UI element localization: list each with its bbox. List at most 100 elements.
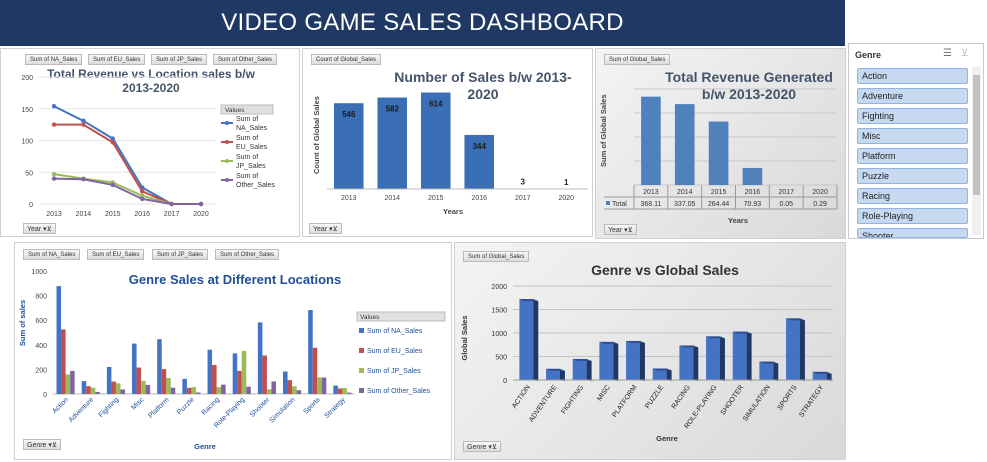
genre-filter-button[interactable]: Genre ▾⊻ <box>23 439 62 450</box>
y-axis-title: Global Sales <box>460 315 469 360</box>
bar-2015 <box>708 121 729 185</box>
x-tick-label: Puzzle <box>176 396 196 416</box>
bar-role-playing-sum-of-jp-sales <box>241 350 247 394</box>
bar-front-racing <box>679 345 694 380</box>
bar-front-adventure <box>546 368 560 380</box>
field-button-sum-global[interactable]: Sum of Global_Sales <box>604 54 671 65</box>
bar-racing-sum-of-other-sales <box>221 384 226 394</box>
slicer-item-puzzle[interactable]: Puzzle <box>857 168 968 184</box>
field-button-other-sales[interactable]: Sum of Other_Sales <box>213 54 278 65</box>
bar-strategy-sum-of-jp-sales <box>342 387 347 394</box>
field-button-na-sales[interactable]: Sum of NA_Sales <box>25 54 83 65</box>
legend-label-sum-of-jp-sales: Sum of JP_Sales <box>367 368 421 375</box>
y-tick-label: 600 <box>35 318 47 325</box>
x-tick-label: Fighting <box>98 396 121 419</box>
field-button-jp-sales[interactable]: Sum of JP_Sales <box>151 54 208 65</box>
bar-top-misc <box>599 341 619 344</box>
bar-fighting-sum-of-na-sales <box>106 366 112 394</box>
bar-top-racing <box>679 345 699 348</box>
x-tick-label: MISC <box>596 384 612 402</box>
data-label-2014: 582 <box>386 105 400 114</box>
y-tick-label: 0 <box>29 202 33 209</box>
slicer-item-misc[interactable]: Misc <box>857 128 968 144</box>
data-label-2017: 3 <box>521 178 526 187</box>
genre-filter-label: Genre <box>467 444 487 451</box>
field-button-jp-sales[interactable]: Sum of JP_Sales <box>152 249 209 260</box>
x-tick-label: 2016 <box>134 211 150 218</box>
table-header-cell: 2020 <box>812 189 828 196</box>
slicer-item-platform[interactable]: Platform <box>857 148 968 164</box>
slicer-item-action[interactable]: Action <box>857 68 968 84</box>
bar-puzzle-sum-of-jp-sales <box>191 387 196 394</box>
year-filter-button[interactable]: Year ▾⊻ <box>309 223 342 234</box>
x-tick-label: STRATEGY <box>798 384 825 419</box>
x-tick-label: 2015 <box>428 195 444 202</box>
bar-puzzle-sum-of-na-sales <box>182 378 187 394</box>
x-tick-label: 2014 <box>384 195 400 202</box>
bar-front-shooter <box>732 331 747 380</box>
multi-select-icon[interactable]: ☰ <box>943 48 952 59</box>
data-point-sum-of-other-sales <box>110 182 116 188</box>
series-line-sum-of-other-sales <box>53 177 201 205</box>
legend-marker-sum-of-other-sales <box>225 178 229 182</box>
data-point-sum-of-other-sales <box>51 176 57 181</box>
bar-role-playing-sum-of-eu-sales <box>237 370 242 394</box>
bar-simulation-sum-of-eu-sales <box>287 380 293 394</box>
filter-icon: ▾⊻ <box>48 442 58 449</box>
data-point-sum-of-jp-sales <box>140 193 145 198</box>
genre-filter-button[interactable]: Genre ▾⊻ <box>463 441 502 452</box>
chart-title: Number of Sales b/w 2013- 2020 <box>373 69 592 103</box>
bar-chart-plot: 546 2013 582 2014 614 2015 344 2016 3 2017 1 2020 Ye… <box>312 92 588 216</box>
slicer-scrollbar[interactable] <box>972 67 981 235</box>
clear-filter-icon[interactable]: ⊻ <box>961 48 969 59</box>
x-axis-title: Genre <box>194 442 216 451</box>
x-tick-label: FIGHTING <box>560 384 585 415</box>
data-label-2013: 546 <box>342 110 356 119</box>
bar-side-simulation <box>773 361 779 381</box>
table-value-cell: 70.93 <box>744 201 762 208</box>
year-filter-label: Year <box>608 227 623 234</box>
bar-2013 <box>333 103 364 189</box>
legend-label-sum-of-other-sales: Sum of Other_Sales <box>367 388 431 395</box>
year-filter-button[interactable]: Year ▾⊻ <box>604 224 637 235</box>
field-button-na-sales[interactable]: Sum of NA_Sales <box>23 249 81 260</box>
slicer-item-role-playing[interactable]: Role-Playing <box>857 208 968 224</box>
bar-side-fighting <box>586 358 592 381</box>
field-button-count-global[interactable]: Count of Global_Sales <box>311 54 382 65</box>
slicer-item-shooter[interactable]: Shooter <box>857 228 968 238</box>
field-button-eu-sales[interactable]: Sum of EU_Sales <box>87 249 145 260</box>
slicer-item-adventure[interactable]: Adventure <box>857 88 968 104</box>
total-revenue-chart: Sum of Global_Sales Total Revenue Genera… <box>595 48 846 239</box>
data-label-2016: 344 <box>473 142 487 151</box>
data-point-sum-of-eu-sales <box>51 122 57 127</box>
bar-simulation-sum-of-other-sales <box>296 390 302 394</box>
field-button-eu-sales[interactable]: Sum of EU_Sales <box>88 54 146 65</box>
field-button-other-sales[interactable]: Sum of Other_Sales <box>215 249 280 260</box>
x-tick-label: PUZZLE <box>644 384 665 410</box>
genre-filter-label: Genre <box>27 442 47 449</box>
table-value-cell: 264.44 <box>708 201 730 208</box>
x-tick-label: PLATFORM <box>611 384 638 419</box>
bar-front-action <box>519 299 534 380</box>
bar-top-simulation <box>759 361 779 364</box>
data-point-sum-of-other-sales <box>81 177 86 182</box>
y-tick-label: 1500 <box>491 308 507 315</box>
data-point-sum-of-jp-sales <box>51 171 57 177</box>
slicer-item-fighting[interactable]: Fighting <box>857 108 968 124</box>
x-axis-title: Years <box>443 207 463 216</box>
x-axis-title: Years <box>728 216 748 225</box>
slicer-scroll-thumb[interactable] <box>973 75 980 195</box>
legend-marker-sum-of-eu-sales <box>225 140 229 144</box>
slicer-item-racing[interactable]: Racing <box>857 188 968 204</box>
field-button-sum-global[interactable]: Sum of Global_Sales <box>463 251 530 262</box>
bar-misc-sum-of-na-sales <box>132 343 137 394</box>
bar-front-puzzle <box>652 368 667 380</box>
bar-front-misc <box>599 341 614 380</box>
genre-slicer: Genre ☰ ⊻ Action Adventure Fighting Misc… <box>848 43 984 239</box>
data-point-sum-of-other-sales <box>198 201 204 207</box>
bar-simulation-sum-of-jp-sales <box>292 386 297 394</box>
year-filter-button[interactable]: Year ▾⊻ <box>23 223 56 234</box>
bar-side-shooter <box>746 331 752 381</box>
bar-shooter-sum-of-eu-sales <box>262 355 267 394</box>
bar-front-role-playing <box>706 336 720 380</box>
